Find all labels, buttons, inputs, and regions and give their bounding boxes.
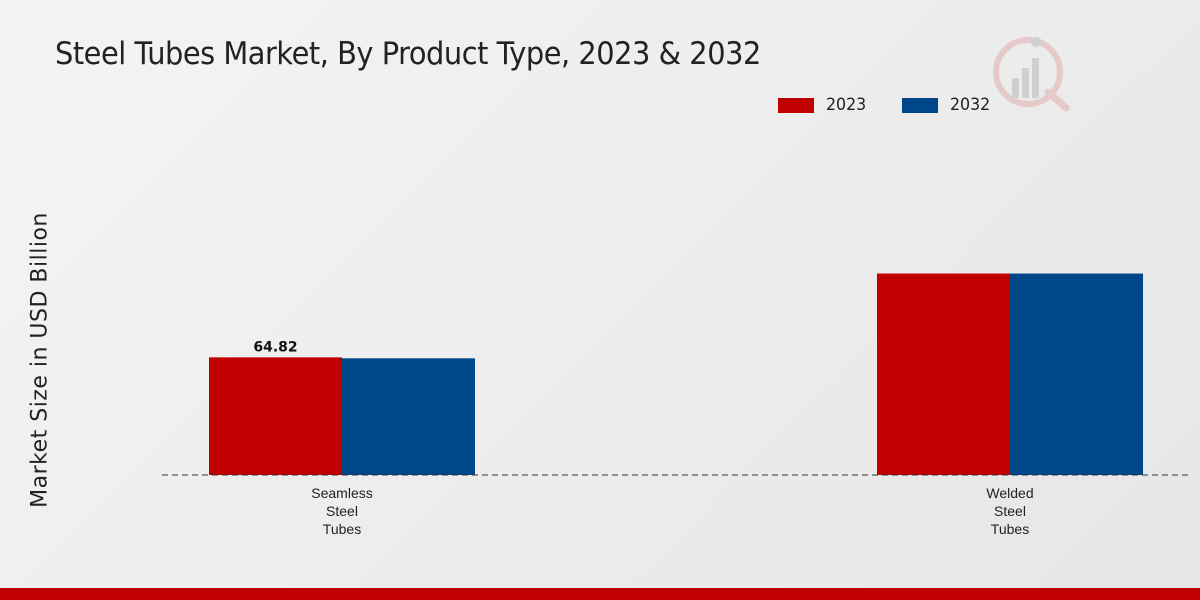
legend-item-2023: 2023 (778, 95, 869, 115)
chart-legend: 2023 2032 (778, 95, 1027, 115)
legend-item-2032: 2032 (902, 95, 993, 115)
legend-label-2032: 2032 (950, 95, 991, 115)
bar-2023-1 (209, 357, 342, 475)
x-tick-label-2: Welded Steel Tubes (986, 485, 1033, 537)
labels-layer: Seamless Steel Tubes Welded Steel Tubes 64.82 (253, 339, 1033, 537)
bottom-accent-bar (0, 588, 1200, 600)
legend-swatch-2032 (902, 97, 939, 113)
legend-label-2023: 2023 (826, 95, 867, 115)
bar-2032-2 (1010, 273, 1143, 475)
brand-logo-icon (993, 37, 1070, 112)
bar-2032-1 (342, 358, 475, 475)
bars-layer (209, 273, 1143, 475)
legend-swatch-2023 (778, 97, 814, 113)
bar-2023-2 (877, 273, 1010, 475)
x-tick-label-1: Seamless Steel Tubes (311, 485, 372, 537)
chart-title: Steel Tubes Market, By Product Type, 202… (55, 36, 761, 72)
data-label-1: 64.82 (253, 339, 297, 355)
